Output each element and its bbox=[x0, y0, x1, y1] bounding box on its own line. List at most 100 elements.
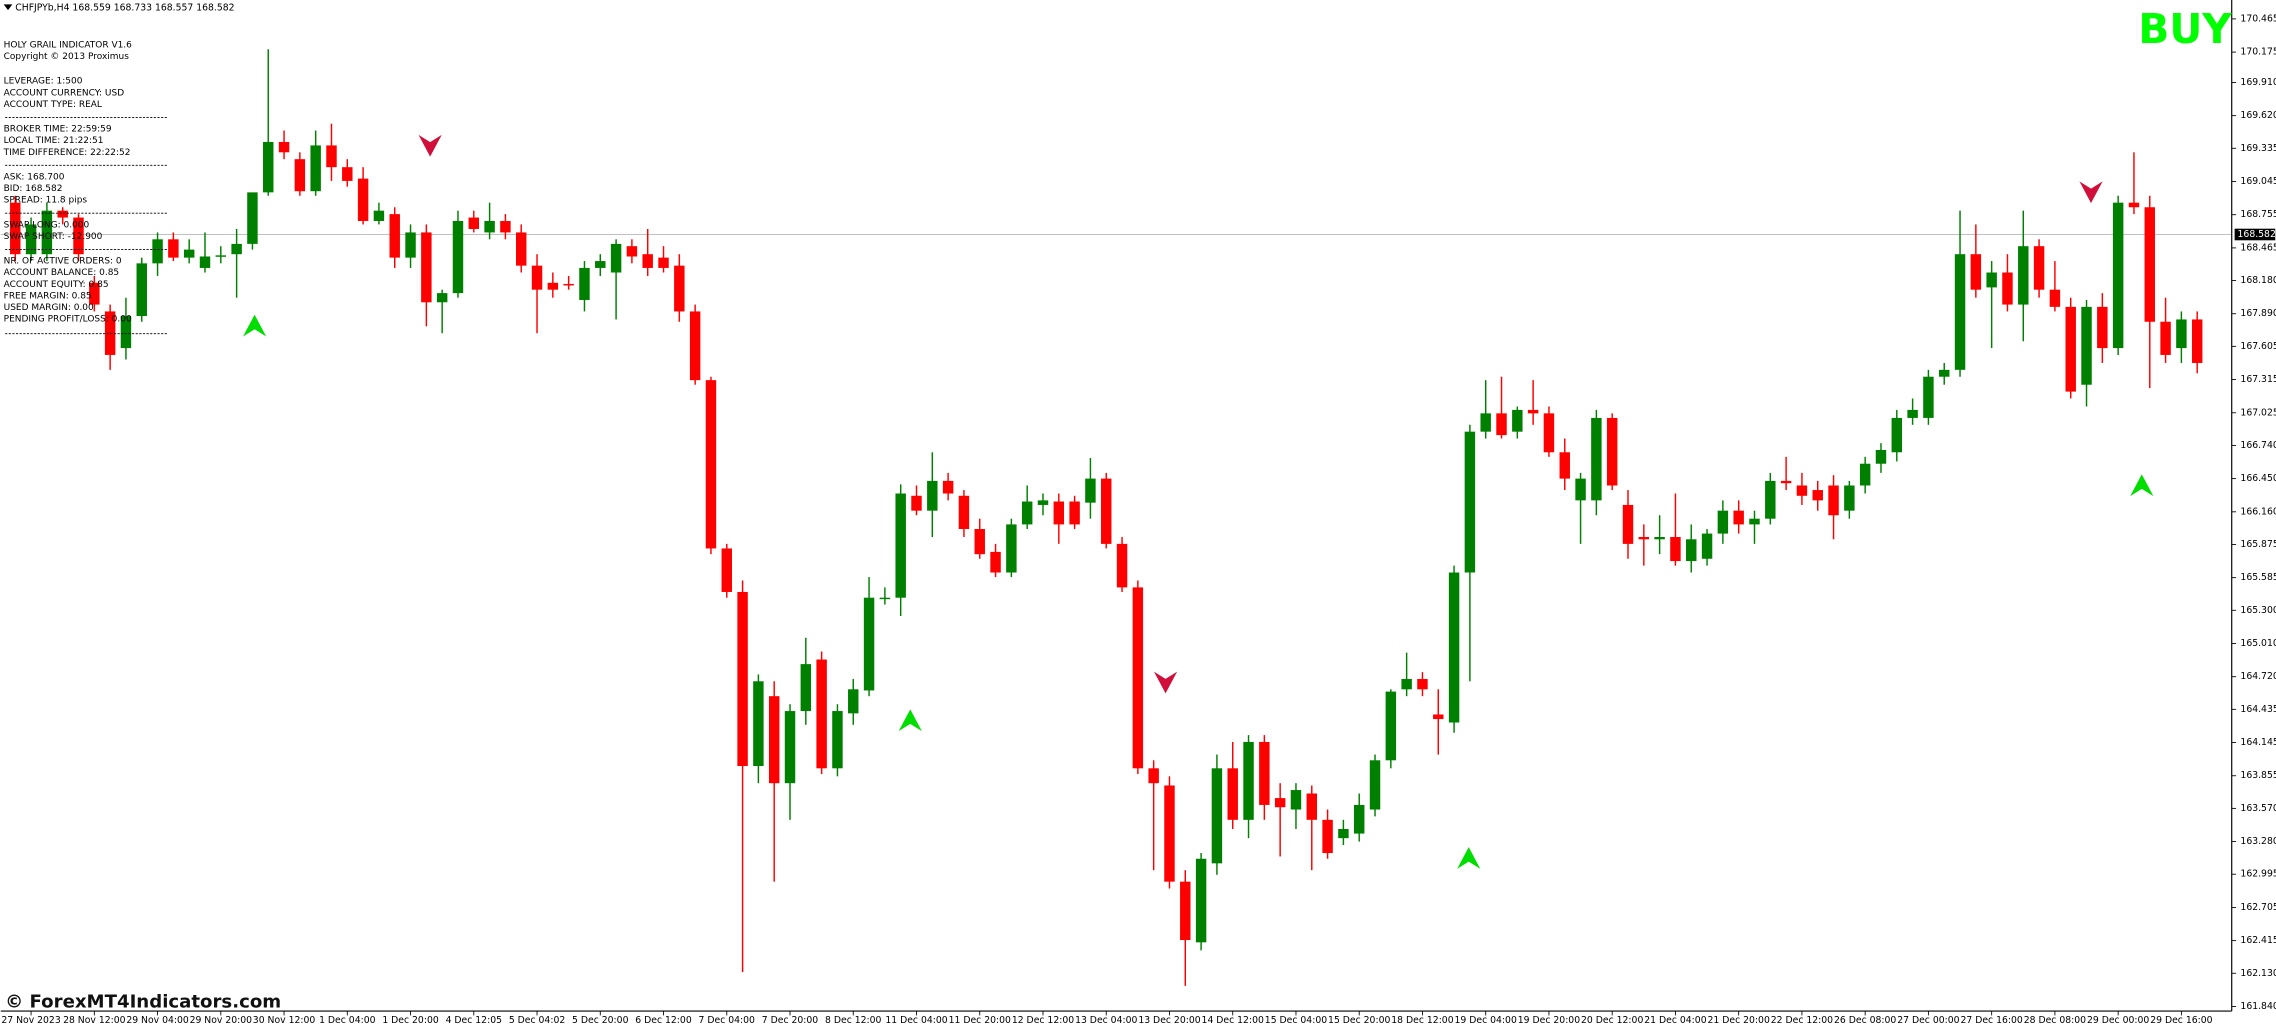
candle-body bbox=[1891, 417, 1903, 453]
x-tick-label: 20 Dec 12:00 bbox=[1581, 1015, 1643, 1026]
y-tick-label: 164.720 bbox=[2240, 671, 2276, 682]
y-tick-label: 169.620 bbox=[2240, 110, 2276, 121]
candle-body bbox=[1353, 804, 1365, 834]
candle-body bbox=[1085, 478, 1096, 503]
candle-body bbox=[1195, 858, 1207, 943]
x-tick-label: 6 Dec 12:00 bbox=[635, 1015, 692, 1026]
candle-body bbox=[1875, 449, 1887, 464]
y-tick-label: 163.280 bbox=[2240, 836, 2276, 847]
candle-body bbox=[1101, 478, 1112, 544]
candle-body bbox=[1116, 543, 1128, 588]
x-tick-label: 15 Dec 20:00 bbox=[1328, 1015, 1390, 1026]
x-tick-label: 1 Dec 20:00 bbox=[382, 1015, 439, 1026]
panel-line: SWAP SHORT: -12.900 bbox=[4, 232, 103, 242]
candle-body bbox=[452, 220, 464, 294]
x-tick-label: 14 Dec 12:00 bbox=[1202, 1015, 1264, 1026]
panel-line: BID: 168.582 bbox=[4, 184, 63, 194]
candle-body bbox=[1638, 537, 1650, 540]
candle-body bbox=[990, 551, 1001, 573]
sell-arrow bbox=[418, 134, 442, 157]
candle-body bbox=[1259, 741, 1270, 805]
panel-line: NR. OF ACTIVE ORDERS: 0 bbox=[4, 257, 122, 267]
candle-body bbox=[974, 528, 985, 555]
candle-body bbox=[1923, 376, 1934, 418]
candle-body bbox=[1859, 463, 1871, 486]
panel-line: USED MARGIN: 0.00 bbox=[4, 303, 94, 313]
candle-body bbox=[1844, 485, 1855, 511]
y-tick-label: 167.605 bbox=[2240, 341, 2276, 352]
y-tick-label: 164.435 bbox=[2240, 704, 2276, 715]
candle-body bbox=[468, 217, 480, 230]
candle-body bbox=[1290, 790, 1302, 810]
x-tick-label: 18 Dec 12:00 bbox=[1391, 1015, 1453, 1026]
x-tick-label: 30 Nov 12:00 bbox=[253, 1015, 316, 1026]
buy-arrows bbox=[243, 314, 2154, 869]
candle-body bbox=[1939, 369, 1950, 377]
y-tick-label: 168.180 bbox=[2240, 275, 2276, 286]
candle-body bbox=[421, 232, 432, 303]
candle-body bbox=[2176, 319, 2187, 349]
x-tick-label: 4 Dec 12:05 bbox=[446, 1015, 503, 1026]
candle-body bbox=[515, 232, 527, 266]
candle-body bbox=[658, 257, 669, 268]
price-tag bbox=[2234, 228, 2276, 241]
candle-body bbox=[626, 246, 638, 257]
candle-body bbox=[753, 681, 764, 767]
buy-arrow bbox=[2130, 474, 2154, 497]
x-tick-label: 28 Nov 12:00 bbox=[63, 1015, 126, 1026]
signal-label: BUY bbox=[2138, 5, 2232, 53]
x-tick-label: 21 Dec 04:00 bbox=[1644, 1015, 1706, 1026]
y-tick-label: 167.890 bbox=[2240, 308, 2276, 319]
candle-body bbox=[1796, 485, 1808, 496]
x-tick-label: 8 Dec 12:00 bbox=[825, 1015, 882, 1026]
panel-line: HOLY GRAIL INDICATOR V1.6 bbox=[4, 40, 133, 50]
x-tick-label: 11 Dec 20:00 bbox=[949, 1015, 1011, 1026]
candle-body bbox=[1417, 678, 1428, 690]
panel-line: LEVERAGE: 1:500 bbox=[4, 77, 83, 87]
candle-body bbox=[104, 311, 116, 355]
candle-body bbox=[326, 145, 337, 168]
x-tick-label: 29 Nov 20:00 bbox=[190, 1015, 253, 1026]
y-tick-label: 163.855 bbox=[2240, 770, 2276, 781]
candle-body bbox=[1686, 539, 1697, 562]
x-tick-label: 27 Dec 16:00 bbox=[1961, 1015, 2023, 1026]
panel-line: SWAP LONG: 0.000 bbox=[4, 220, 90, 230]
panel-line: Copyright © 2013 Proximus bbox=[4, 52, 130, 62]
candle-body bbox=[152, 239, 163, 264]
candle-body bbox=[674, 265, 685, 312]
candle-body bbox=[1717, 510, 1729, 534]
panel-line: ASK: 168.700 bbox=[4, 172, 65, 182]
candle-body bbox=[294, 159, 306, 192]
x-tick-label: 7 Dec 20:00 bbox=[762, 1015, 819, 1026]
candle-body bbox=[1670, 537, 1681, 562]
y-tick-label: 166.450 bbox=[2240, 473, 2276, 484]
menu-icon[interactable] bbox=[3, 4, 13, 11]
y-tick-label: 162.415 bbox=[2240, 935, 2276, 946]
x-tick-label: 29 Dec 16:00 bbox=[2150, 1015, 2212, 1026]
plot bbox=[0, 49, 2232, 986]
candle-body bbox=[911, 495, 922, 511]
y-tick-label: 165.010 bbox=[2240, 638, 2276, 649]
candle-body bbox=[1069, 501, 1080, 525]
y-tick-label: 161.840 bbox=[2240, 1001, 2276, 1012]
candle-body bbox=[1986, 272, 1997, 288]
candle-body bbox=[263, 141, 274, 193]
x-tick-label: 29 Dec 00:00 bbox=[2087, 1015, 2149, 1026]
candle-body bbox=[1053, 501, 1065, 525]
y-tick-label: 170.175 bbox=[2240, 47, 2276, 58]
panel-line: ACCOUNT EQUITY: 0.85 bbox=[4, 280, 109, 290]
panel-line: FREE MARGIN: 0.85 bbox=[4, 291, 92, 301]
candle-body bbox=[1433, 714, 1444, 720]
panel-line: ACCOUNT TYPE: REAL bbox=[4, 100, 102, 110]
candle-body bbox=[737, 591, 748, 767]
candle-body bbox=[1591, 417, 1602, 501]
candle-body bbox=[10, 202, 21, 255]
candle-body bbox=[1812, 490, 1823, 501]
candle-body bbox=[1480, 413, 1491, 432]
y-tick-label: 169.335 bbox=[2240, 143, 2276, 154]
candle-body bbox=[1180, 881, 1191, 941]
candle-body bbox=[2049, 289, 2061, 307]
panel-line: TIME DIFFERENCE: 22:22:52 bbox=[3, 148, 131, 158]
candle-body bbox=[1211, 768, 1223, 864]
